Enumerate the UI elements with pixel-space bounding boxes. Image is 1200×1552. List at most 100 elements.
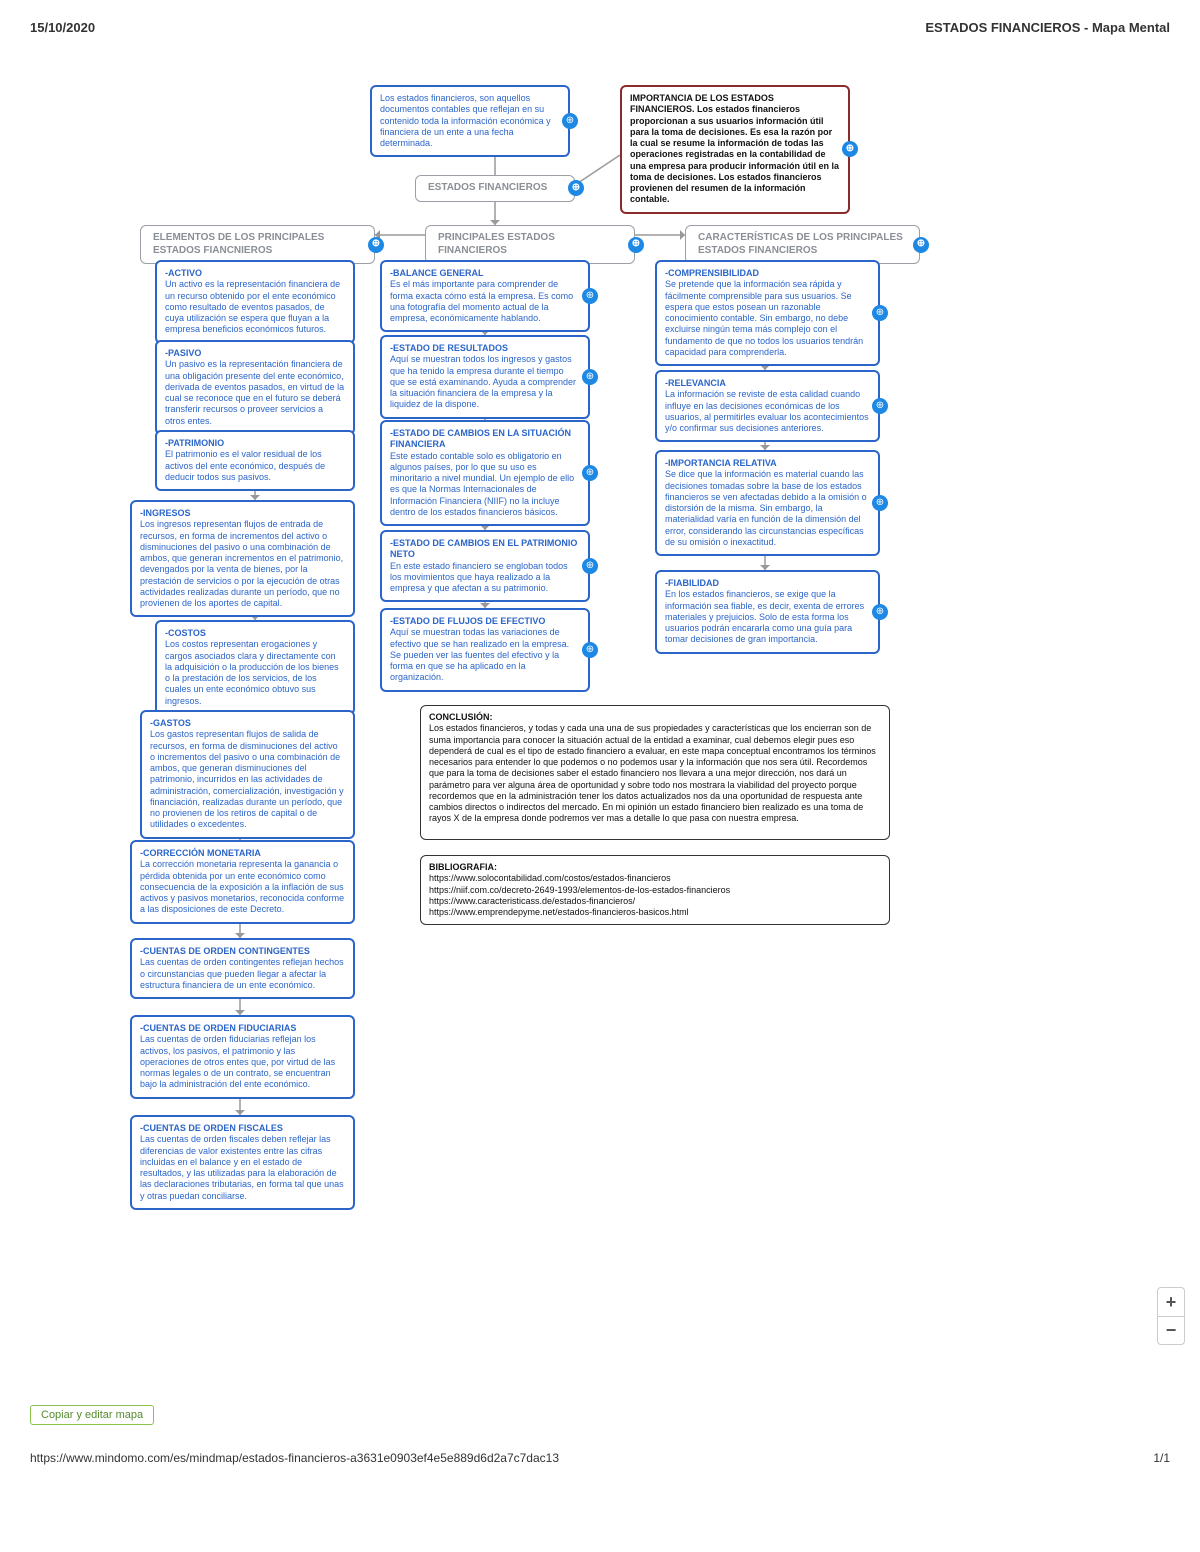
footer-url: https://www.mindomo.com/es/mindmap/estad… xyxy=(30,1451,559,1465)
node-element-4-title: -COSTOS xyxy=(165,628,345,639)
info-icon[interactable]: ⊕ xyxy=(872,604,888,620)
node-element-4-body: Los costos representan erogaciones y car… xyxy=(165,639,345,707)
node-element-9-body: Las cuentas de orden fiscales deben refl… xyxy=(140,1134,345,1202)
node-element-1-title: -PASIVO xyxy=(165,348,345,359)
node-principal-4-body: Aquí se muestran todas las variaciones d… xyxy=(390,627,580,683)
zoom-in-button[interactable]: + xyxy=(1158,1288,1184,1316)
node-characteristics-title[interactable]: CARACTERÍSTICAS DE LOS PRINCIPALES ESTAD… xyxy=(685,225,920,264)
node-conclusion-title: CONCLUSIÓN: xyxy=(429,712,881,723)
page-header: 15/10/2020 ESTADOS FINANCIEROS - Mapa Me… xyxy=(30,20,1170,35)
node-element-8[interactable]: -CUENTAS DE ORDEN FIDUCIARIASLas cuentas… xyxy=(130,1015,355,1099)
node-element-3-body: Los ingresos representan flujos de entra… xyxy=(140,519,345,609)
node-bibliography-line: https://niif.com.co/decreto-2649-1993/el… xyxy=(429,885,881,896)
info-icon[interactable]: ⊕ xyxy=(872,305,888,321)
node-conclusion[interactable]: CONCLUSIÓN:Los estados financieros, y to… xyxy=(420,705,890,840)
node-characteristic-0-body: Se pretende que la información sea rápid… xyxy=(665,279,870,358)
node-element-2[interactable]: -PATRIMONIOEl patrimonio es el valor res… xyxy=(155,430,355,491)
node-principal-4-title: -ESTADO DE FLUJOS DE EFECTIVO xyxy=(390,616,580,627)
node-importance[interactable]: IMPORTANCIA DE LOS ESTADOS FINANCIEROS. … xyxy=(620,85,850,214)
node-element-8-title: -CUENTAS DE ORDEN FIDUCIARIAS xyxy=(140,1023,345,1034)
node-principal-0-body: Es el más importante para comprender de … xyxy=(390,279,580,324)
footer-page-number: 1/1 xyxy=(1153,1451,1170,1465)
node-characteristic-0-title: -COMPRENSIBILIDAD xyxy=(665,268,870,279)
node-principal-0-title: -BALANCE GENERAL xyxy=(390,268,580,279)
page-root: 15/10/2020 ESTADOS FINANCIEROS - Mapa Me… xyxy=(0,0,1200,1485)
header-date: 15/10/2020 xyxy=(30,20,95,35)
node-element-1[interactable]: -PASIVOUn pasivo es la representación fi… xyxy=(155,340,355,435)
node-principal-3[interactable]: -ESTADO DE CAMBIOS EN EL PATRIMONIO NETO… xyxy=(380,530,590,602)
node-bibliography-title: BIBLIOGRAFIA: xyxy=(429,862,881,873)
node-principal-2-title: -ESTADO DE CAMBIOS EN LA SITUACIÓN FINAN… xyxy=(390,428,580,451)
node-principal-3-title: -ESTADO DE CAMBIOS EN EL PATRIMONIO NETO xyxy=(390,538,580,561)
node-principal-3-body: En este estado financiero se engloban to… xyxy=(390,561,580,595)
node-characteristic-1-body: La información se reviste de esta calida… xyxy=(665,389,870,434)
node-element-1-body: Un pasivo es la representación financier… xyxy=(165,359,345,427)
header-title: ESTADOS FINANCIEROS - Mapa Mental xyxy=(925,20,1170,35)
mindmap-canvas[interactable]: Los estados financieros, son aquellos do… xyxy=(30,65,1170,1445)
info-icon[interactable]: ⊕ xyxy=(628,237,644,253)
node-element-6[interactable]: -CORRECCIÓN MONETARIALa corrección monet… xyxy=(130,840,355,924)
info-icon[interactable]: ⊕ xyxy=(562,113,578,129)
node-characteristic-2-body: Se dice que la información es material c… xyxy=(665,469,870,548)
node-element-5[interactable]: -GASTOSLos gastos representan flujos de … xyxy=(140,710,355,839)
node-elements-title-text: ELEMENTOS DE LOS PRINCIPALES ESTADOS FIA… xyxy=(153,232,362,257)
node-principal-2-body: Este estado contable solo es obligatorio… xyxy=(390,451,580,519)
zoom-out-button[interactable]: − xyxy=(1158,1316,1184,1344)
info-icon[interactable]: ⊕ xyxy=(582,642,598,658)
node-principal-1[interactable]: -ESTADO DE RESULTADOSAquí se muestran to… xyxy=(380,335,590,419)
node-element-9[interactable]: -CUENTAS DE ORDEN FISCALESLas cuentas de… xyxy=(130,1115,355,1210)
node-characteristic-3[interactable]: -FIABILIDADEn los estados financieros, s… xyxy=(655,570,880,654)
node-element-0[interactable]: -ACTIVOUn activo es la representación fi… xyxy=(155,260,355,344)
node-element-6-body: La corrección monetaria representa la ga… xyxy=(140,859,345,915)
node-element-6-title: -CORRECCIÓN MONETARIA xyxy=(140,848,345,859)
node-element-5-body: Los gastos representan flujos de salida … xyxy=(150,729,345,830)
node-element-0-body: Un activo es la representación financier… xyxy=(165,279,345,335)
node-element-0-title: -ACTIVO xyxy=(165,268,345,279)
node-root-text: ESTADOS FINANCIEROS xyxy=(428,182,562,195)
node-principal-4[interactable]: -ESTADO DE FLUJOS DE EFECTIVOAquí se mue… xyxy=(380,608,590,692)
info-icon[interactable]: ⊕ xyxy=(582,369,598,385)
node-element-7[interactable]: -CUENTAS DE ORDEN CONTINGENTESLas cuenta… xyxy=(130,938,355,999)
node-root[interactable]: ESTADOS FINANCIEROS⊕ xyxy=(415,175,575,202)
node-conclusion-body: Los estados financieros, y todas y cada … xyxy=(429,723,881,824)
node-element-8-body: Las cuentas de orden fiduciarias refleja… xyxy=(140,1034,345,1090)
node-definition-text: Los estados financieros, son aquellos do… xyxy=(380,93,560,149)
node-element-2-body: El patrimonio es el valor residual de lo… xyxy=(165,449,345,483)
node-element-7-title: -CUENTAS DE ORDEN CONTINGENTES xyxy=(140,946,345,957)
node-characteristic-2[interactable]: -IMPORTANCIA RELATIVASe dice que la info… xyxy=(655,450,880,556)
node-characteristic-0[interactable]: -COMPRENSIBILIDADSe pretende que la info… xyxy=(655,260,880,366)
node-characteristics-title-text: CARACTERÍSTICAS DE LOS PRINCIPALES ESTAD… xyxy=(698,232,907,257)
info-icon[interactable]: ⊕ xyxy=(582,288,598,304)
info-icon[interactable]: ⊕ xyxy=(872,398,888,414)
node-element-5-title: -GASTOS xyxy=(150,718,345,729)
copy-edit-button[interactable]: Copiar y editar mapa xyxy=(30,1405,154,1425)
info-icon[interactable]: ⊕ xyxy=(568,180,584,196)
node-element-2-title: -PATRIMONIO xyxy=(165,438,345,449)
node-principal-1-title: -ESTADO DE RESULTADOS xyxy=(390,343,580,354)
info-icon[interactable]: ⊕ xyxy=(872,495,888,511)
node-principal-0[interactable]: -BALANCE GENERALEs el más importante par… xyxy=(380,260,590,332)
node-element-3[interactable]: -INGRESOSLos ingresos representan flujos… xyxy=(130,500,355,617)
node-elements-title[interactable]: ELEMENTOS DE LOS PRINCIPALES ESTADOS FIA… xyxy=(140,225,375,264)
node-element-9-title: -CUENTAS DE ORDEN FISCALES xyxy=(140,1123,345,1134)
node-principal-1-body: Aquí se muestran todos los ingresos y ga… xyxy=(390,354,580,410)
node-characteristic-1[interactable]: -RELEVANCIALa información se reviste de … xyxy=(655,370,880,442)
node-principals-title[interactable]: PRINCIPALES ESTADOS FINANCIEROS⊕ xyxy=(425,225,635,264)
node-definition[interactable]: Los estados financieros, son aquellos do… xyxy=(370,85,570,157)
info-icon[interactable]: ⊕ xyxy=(368,237,384,253)
node-characteristic-1-title: -RELEVANCIA xyxy=(665,378,870,389)
node-principal-2[interactable]: -ESTADO DE CAMBIOS EN LA SITUACIÓN FINAN… xyxy=(380,420,590,526)
node-element-3-title: -INGRESOS xyxy=(140,508,345,519)
node-bibliography-line: https://www.solocontabilidad.com/costos/… xyxy=(429,873,881,884)
node-bibliography-line: https://www.emprendepyme.net/estados-fin… xyxy=(429,907,881,918)
zoom-control: + − xyxy=(1157,1287,1185,1345)
info-icon[interactable]: ⊕ xyxy=(582,465,598,481)
node-importance-text: IMPORTANCIA DE LOS ESTADOS FINANCIEROS. … xyxy=(630,93,840,206)
info-icon[interactable]: ⊕ xyxy=(913,237,929,253)
node-principals-title-text: PRINCIPALES ESTADOS FINANCIEROS xyxy=(438,232,622,257)
info-icon[interactable]: ⊕ xyxy=(842,141,858,157)
node-bibliography[interactable]: BIBLIOGRAFIA:https://www.solocontabilida… xyxy=(420,855,890,925)
info-icon[interactable]: ⊕ xyxy=(582,558,598,574)
node-characteristic-2-title: -IMPORTANCIA RELATIVA xyxy=(665,458,870,469)
node-element-4[interactable]: -COSTOSLos costos representan erogacione… xyxy=(155,620,355,715)
